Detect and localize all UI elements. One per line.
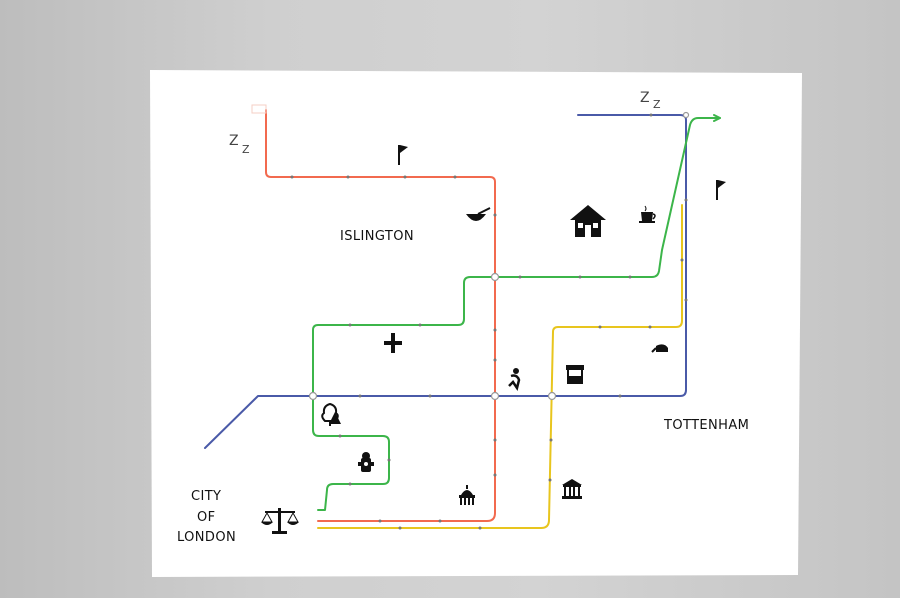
coffee-cup-icon xyxy=(639,205,656,223)
district-label-city-3: LONDON xyxy=(177,530,236,545)
museum-icon xyxy=(562,479,582,499)
tree-icon xyxy=(321,402,341,426)
scales-icon xyxy=(261,508,299,534)
flag-icon xyxy=(398,145,408,165)
svg-text:Z: Z xyxy=(640,90,650,106)
red-line xyxy=(265,109,496,522)
interchange-station xyxy=(682,111,690,119)
interchange-station xyxy=(308,391,318,401)
house-icon xyxy=(570,205,606,237)
flag-icon xyxy=(716,180,726,200)
sleep-icon: Z Z xyxy=(640,90,661,111)
fire-hydrant-icon xyxy=(358,452,374,472)
svg-text:Z: Z xyxy=(653,98,661,111)
district-label-city-2: OF xyxy=(197,510,216,525)
district-label-city-1: CITY xyxy=(191,489,221,504)
interchange-station xyxy=(490,272,500,282)
green-line xyxy=(312,117,721,511)
red-line-terminus xyxy=(251,104,267,114)
market-stall-icon xyxy=(566,365,584,384)
map-board xyxy=(150,70,802,577)
capitol-icon xyxy=(459,485,475,505)
plus-icon xyxy=(384,333,402,353)
interchange-station xyxy=(547,391,557,401)
sleep-icon: Z Z xyxy=(229,133,250,156)
kettle-icon xyxy=(651,344,668,353)
green-line-end xyxy=(713,114,721,122)
interchange-station xyxy=(490,391,500,401)
bowl-icon xyxy=(466,207,491,221)
blue-line xyxy=(204,114,687,449)
svg-text:Z: Z xyxy=(242,143,250,156)
district-label-islington: ISLINGTON xyxy=(340,229,414,244)
svg-text:Z: Z xyxy=(229,133,239,149)
district-label-tottenham: TOTTENHAM xyxy=(663,418,749,433)
yellow-line xyxy=(317,204,683,529)
fountain-icon xyxy=(508,368,521,392)
